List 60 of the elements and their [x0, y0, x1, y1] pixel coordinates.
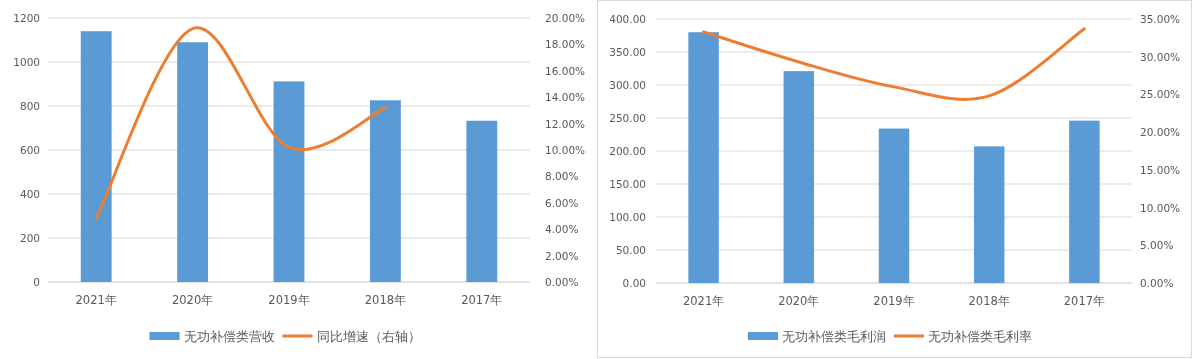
y2-tick-label: 12.00%: [545, 117, 586, 130]
y2-tick-label: 5.00%: [1140, 239, 1174, 252]
y2-tick-label: 4.00%: [545, 223, 579, 236]
y-tick-label: 400.00: [609, 13, 646, 25]
y2-tick-label: 8.00%: [545, 170, 579, 183]
x-tick-label: 2018年: [364, 293, 407, 307]
y-tick-label: 1200: [13, 12, 40, 24]
y2-tick-label: 25.00%: [1140, 88, 1181, 101]
legend-label: 同比增速（右轴）: [316, 329, 421, 344]
x-tick-label: 2020年: [171, 293, 214, 307]
y2-tick-label: 15.00%: [1140, 163, 1181, 176]
y2-tick-label: 10.00%: [1140, 201, 1181, 214]
bar: [878, 128, 910, 283]
line-series: [94, 26, 387, 221]
y-tick-label: 100.00: [609, 211, 646, 223]
y-tick-label: 1000: [13, 56, 40, 68]
y2-tick-label: 20.00%: [545, 12, 586, 24]
y-tick-label: 200.00: [609, 145, 646, 157]
bar: [688, 32, 719, 283]
y2-tick-label: 30.00%: [1140, 50, 1181, 63]
x-tick-label: 2021年: [75, 293, 117, 307]
bar: [177, 42, 209, 282]
y2-tick-label: 6.00%: [545, 196, 579, 209]
y-tick-label: 200: [19, 232, 40, 244]
y-tick-label: 350.00: [609, 46, 646, 58]
x-tick-label: 2018年: [968, 294, 1010, 308]
x-tick-label: 2021年: [682, 294, 725, 308]
bar: [80, 31, 112, 282]
legend-label: 无功补偿类毛利率: [928, 329, 1032, 344]
y-tick-label: 0: [33, 276, 40, 288]
y2-tick-label: 16.00%: [545, 64, 586, 77]
x-tick-label: 2019年: [268, 293, 310, 307]
bar: [273, 81, 305, 282]
y-tick-label: 800: [19, 100, 40, 112]
bar: [973, 146, 1005, 283]
bar: [466, 120, 498, 282]
y2-tick-label: 35.00%: [1140, 13, 1181, 25]
y2-tick-label: 0.00%: [1140, 277, 1174, 289]
bar: [783, 71, 815, 283]
y2-tick-label: 2.00%: [545, 249, 579, 262]
y2-tick-label: 10.00%: [545, 144, 586, 156]
y2-tick-label: 18.00%: [545, 38, 586, 51]
y-tick-label: 400: [19, 188, 40, 200]
x-tick-label: 2019年: [873, 294, 915, 308]
y-tick-label: 300.00: [609, 79, 646, 91]
x-tick-label: 2017年: [461, 293, 503, 307]
y2-tick-label: 14.00%: [545, 91, 586, 104]
y2-tick-label: 0.00%: [545, 276, 579, 288]
legend-label: 无功补偿类毛利润: [782, 329, 886, 344]
y-tick-label: 0.00: [622, 277, 646, 289]
bar: [1069, 120, 1100, 283]
y-tick-label: 150.00: [609, 178, 646, 190]
y-tick-label: 50.00: [615, 244, 646, 256]
y-tick-label: 250.00: [609, 112, 646, 124]
x-tick-label: 2020年: [778, 294, 820, 308]
legend-label: 无功补偿类营收: [183, 329, 275, 344]
y-tick-label: 600: [19, 144, 40, 156]
bar: [369, 100, 401, 282]
x-tick-label: 2017年: [1063, 294, 1106, 308]
y2-tick-label: 20.00%: [1140, 126, 1181, 139]
